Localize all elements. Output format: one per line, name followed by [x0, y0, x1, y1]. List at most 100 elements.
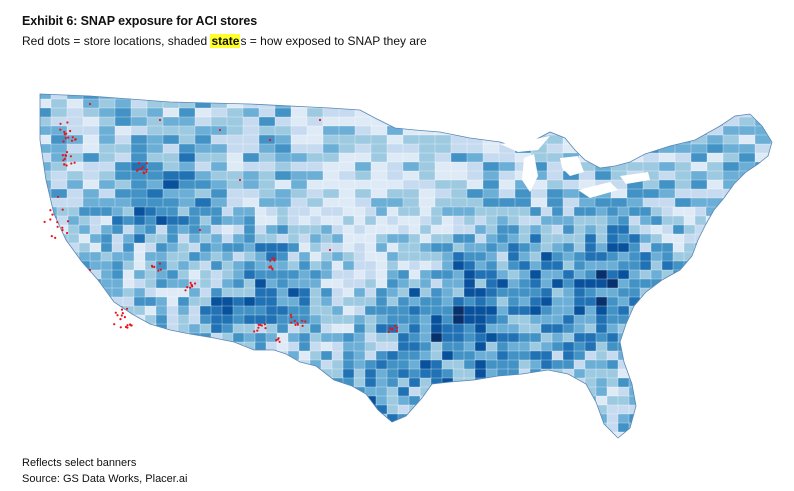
county-cell — [290, 107, 308, 118]
county-cell — [298, 404, 311, 415]
store-dot — [126, 324, 129, 327]
county-cell — [463, 323, 476, 334]
county-cell — [661, 242, 674, 253]
county-cell — [578, 116, 596, 127]
county-cell — [254, 260, 267, 271]
county-cell — [402, 134, 420, 145]
county-cell — [738, 143, 756, 154]
county-cell — [482, 197, 500, 208]
county-cell — [114, 179, 132, 190]
county-cell — [276, 242, 289, 253]
county-cell — [628, 341, 641, 352]
county-cell — [485, 215, 498, 226]
county-cell — [749, 206, 762, 217]
county-cell — [40, 269, 47, 280]
county-cell — [551, 296, 564, 307]
store-dot — [73, 161, 76, 164]
county-cell — [114, 161, 132, 172]
county-cell — [309, 422, 322, 433]
county-cell — [661, 359, 674, 370]
county-cell — [514, 107, 532, 118]
county-cell — [650, 377, 663, 388]
county-cell — [485, 332, 498, 343]
county-cell — [226, 143, 244, 154]
county-cell — [122, 260, 135, 271]
county-cell — [386, 94, 404, 100]
county-cell — [397, 350, 410, 361]
county-cell — [419, 233, 432, 244]
county-cell — [111, 395, 124, 406]
county-cell — [200, 441, 212, 451]
county-cell — [573, 323, 586, 334]
county-cell — [770, 94, 772, 100]
county-cell — [430, 386, 443, 397]
county-cell — [754, 107, 772, 118]
county-cell — [155, 215, 168, 226]
county-cell — [199, 350, 212, 361]
county-cell — [226, 107, 244, 118]
county-cell — [640, 441, 652, 451]
county-cell — [562, 314, 575, 325]
county-cell — [562, 332, 575, 343]
county-cell — [287, 206, 300, 217]
county-cell — [210, 242, 223, 253]
county-cell — [546, 94, 564, 100]
county-cell — [606, 215, 619, 226]
county-cell — [199, 224, 212, 235]
county-cell — [199, 341, 212, 352]
county-cell — [452, 305, 465, 316]
county-cell — [540, 404, 553, 415]
county-cell — [464, 441, 476, 451]
county-cell — [518, 404, 531, 415]
county-cell — [40, 422, 47, 433]
county-cell — [595, 377, 608, 388]
county-cell — [67, 206, 80, 217]
county-cell — [770, 98, 772, 109]
county-cell — [40, 170, 52, 181]
county-cell — [78, 359, 91, 370]
county-cell — [441, 242, 454, 253]
store-dot — [123, 316, 126, 319]
county-cell — [265, 224, 278, 235]
county-cell — [82, 125, 100, 136]
county-cell — [573, 269, 586, 280]
county-cell — [375, 224, 388, 235]
county-cell — [243, 251, 256, 262]
county-cell — [309, 260, 322, 271]
store-dot — [253, 330, 256, 333]
county-cell — [100, 224, 113, 235]
county-cell — [274, 152, 292, 163]
county-cell — [45, 359, 58, 370]
county-cell — [749, 323, 762, 334]
store-dot — [63, 163, 66, 166]
county-cell — [40, 107, 52, 118]
county-cell — [683, 251, 696, 262]
county-cell — [56, 377, 69, 388]
store-dot — [121, 312, 124, 315]
county-cell — [690, 143, 708, 154]
county-cell — [716, 260, 729, 271]
county-cell — [738, 350, 751, 361]
store-dot — [66, 231, 69, 235]
county-cell — [760, 386, 772, 397]
county-cell — [166, 314, 179, 325]
county-cell — [100, 242, 113, 253]
county-cell — [320, 206, 333, 217]
county-cell — [353, 305, 366, 316]
county-cell — [331, 395, 344, 406]
county-cell — [287, 296, 300, 307]
county-cell — [100, 431, 113, 438]
county-cell — [56, 323, 69, 334]
county-cell — [288, 441, 300, 451]
county-cell — [463, 314, 476, 325]
county-cell — [276, 413, 289, 424]
county-cell — [342, 368, 355, 379]
county-cell — [617, 395, 630, 406]
county-cell — [694, 377, 707, 388]
county-cell — [287, 368, 300, 379]
county-cell — [402, 197, 420, 208]
county-cell — [101, 441, 113, 451]
county-cell — [760, 242, 772, 253]
county-cell — [518, 242, 531, 253]
county-cell — [595, 206, 608, 217]
